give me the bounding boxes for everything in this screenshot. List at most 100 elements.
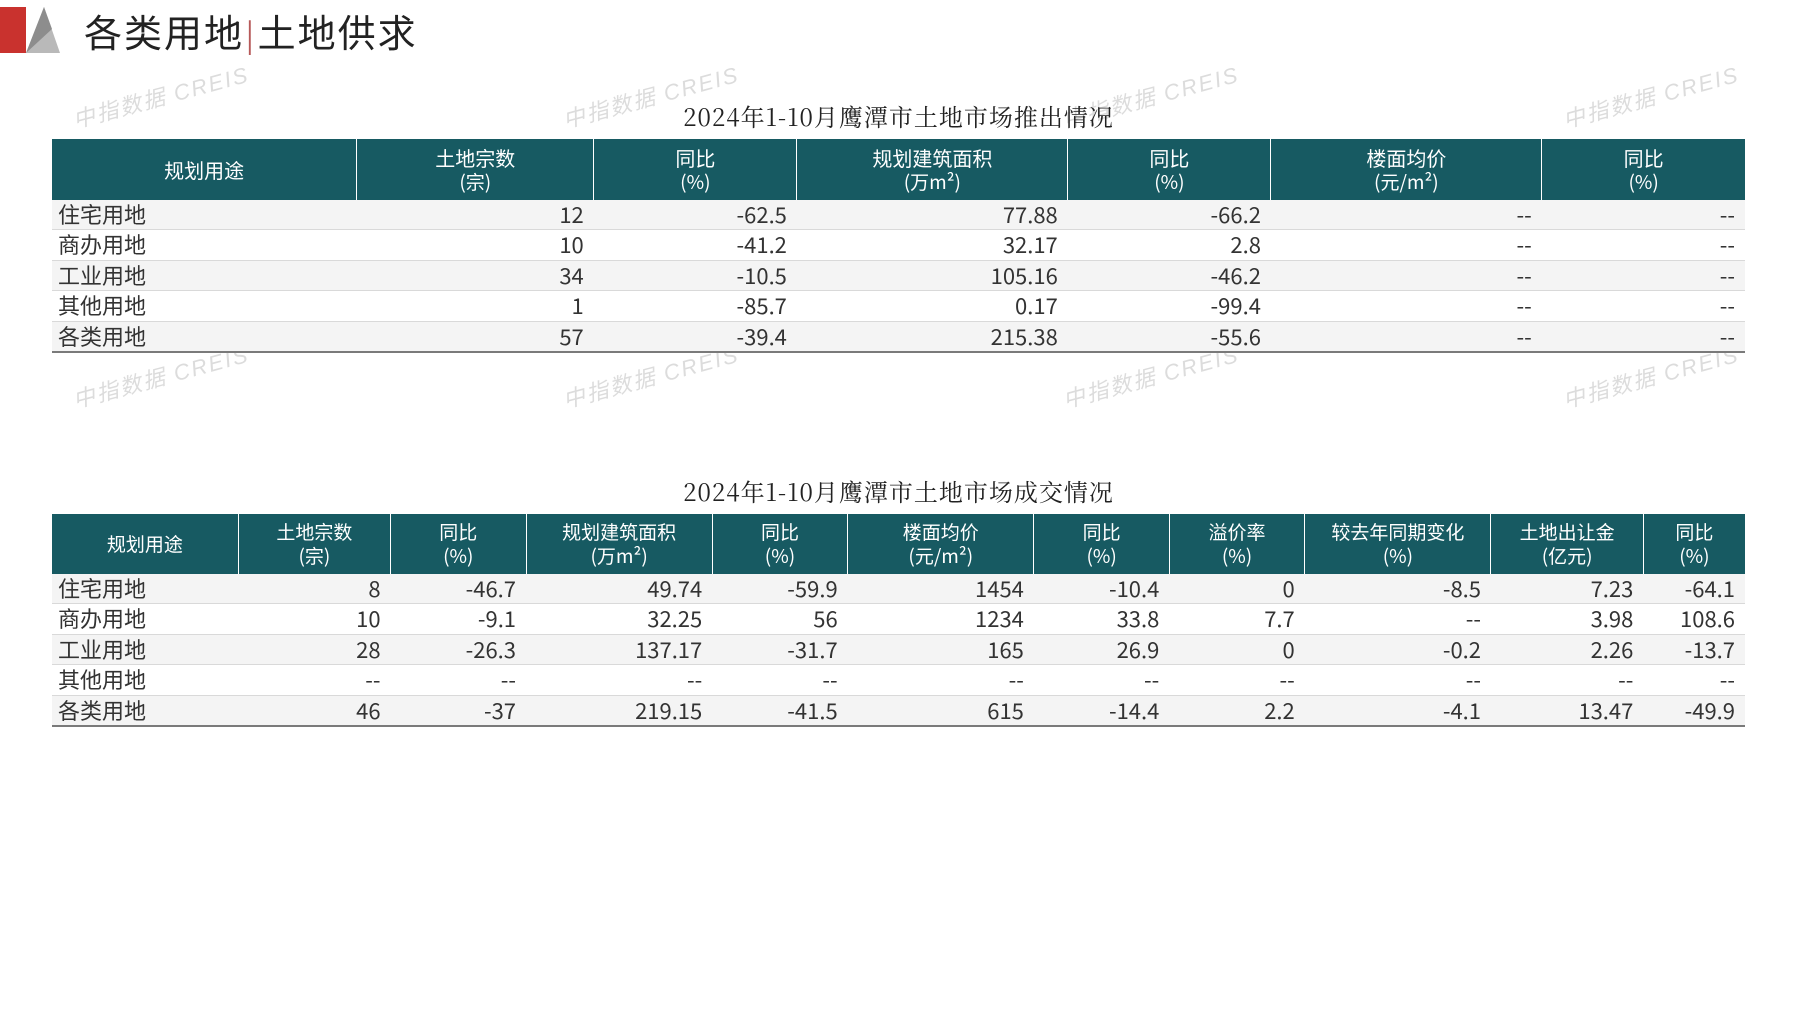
page-title: 各类用地|土地供求	[84, 3, 418, 58]
cell-value: -39.4	[594, 321, 797, 352]
column-header: 同比(%)	[1034, 514, 1169, 574]
cell-value: -64.1	[1643, 574, 1745, 604]
column-header: 同比(%)	[1068, 139, 1271, 200]
cell-value: --	[1542, 200, 1745, 230]
cell-value: -62.5	[594, 200, 797, 230]
title-separator: |	[244, 14, 258, 56]
row-label: 商办用地	[52, 230, 357, 261]
column-header: 楼面均价(元/m²)	[1271, 139, 1542, 200]
table-row: 商办用地10-9.132.2556123433.87.7--3.98108.6	[52, 604, 1745, 635]
logo-mark	[0, 7, 60, 53]
cell-value: --	[1271, 291, 1542, 322]
table-row: 商办用地10-41.232.172.8----	[52, 230, 1745, 261]
cell-value: --	[1542, 291, 1745, 322]
cell-value: --	[1491, 665, 1643, 696]
cell-value: -59.9	[712, 574, 847, 604]
row-label: 商办用地	[52, 604, 238, 635]
cell-value: 1454	[848, 574, 1034, 604]
row-label: 住宅用地	[52, 574, 238, 604]
cell-value: 0	[1169, 634, 1304, 665]
cell-value: 13.47	[1491, 695, 1643, 726]
row-label: 各类用地	[52, 321, 357, 352]
cell-value: -37	[391, 695, 526, 726]
table-row: 各类用地46-37219.15-41.5615-14.42.2-4.113.47…	[52, 695, 1745, 726]
cell-value: 56	[712, 604, 847, 635]
cell-value: 1	[357, 291, 594, 322]
table1-body: 住宅用地12-62.577.88-66.2----商办用地10-41.232.1…	[52, 200, 1745, 353]
cell-value: 49.74	[526, 574, 712, 604]
cell-value: -14.4	[1034, 695, 1169, 726]
cell-value: 105.16	[797, 260, 1068, 291]
cell-value: -41.5	[712, 695, 847, 726]
cell-value: 2.8	[1068, 230, 1271, 261]
column-header: 溢价率(%)	[1169, 514, 1304, 574]
cell-value: -13.7	[1643, 634, 1745, 665]
cell-value: -9.1	[391, 604, 526, 635]
cell-value: -55.6	[1068, 321, 1271, 352]
table1-section: 2024年1-10月鹰潭市土地市场推出情况 规划用途土地宗数(宗)同比(%)规划…	[52, 98, 1745, 353]
column-header: 同比(%)	[1542, 139, 1745, 200]
cell-value: -46.2	[1068, 260, 1271, 291]
cell-value: 108.6	[1643, 604, 1745, 635]
cell-value: -49.9	[1643, 695, 1745, 726]
cell-value: --	[1034, 665, 1169, 696]
cell-value: 10	[238, 604, 390, 635]
cell-value: 0.17	[797, 291, 1068, 322]
table-row: 各类用地57-39.4215.38-55.6----	[52, 321, 1745, 352]
cell-value: --	[1169, 665, 1304, 696]
table-row: 住宅用地12-62.577.88-66.2----	[52, 200, 1745, 230]
column-header: 土地宗数(宗)	[238, 514, 390, 574]
cell-value: 3.98	[1491, 604, 1643, 635]
cell-value: -0.2	[1305, 634, 1491, 665]
cell-value: --	[712, 665, 847, 696]
cell-value: 57	[357, 321, 594, 352]
cell-value: 8	[238, 574, 390, 604]
cell-value: --	[238, 665, 390, 696]
cell-value: -8.5	[1305, 574, 1491, 604]
cell-value: 219.15	[526, 695, 712, 726]
column-header: 规划建筑面积(万m²)	[797, 139, 1068, 200]
cell-value: 137.17	[526, 634, 712, 665]
cell-value: --	[1271, 200, 1542, 230]
cell-value: 33.8	[1034, 604, 1169, 635]
column-header: 同比(%)	[594, 139, 797, 200]
row-label: 其他用地	[52, 291, 357, 322]
table-row: 工业用地34-10.5105.16-46.2----	[52, 260, 1745, 291]
cell-value: --	[1271, 321, 1542, 352]
table-row: 工业用地28-26.3137.17-31.716526.90-0.22.26-1…	[52, 634, 1745, 665]
table-row: 其他用地--------------------	[52, 665, 1745, 696]
cell-value: -85.7	[594, 291, 797, 322]
cell-value: 7.7	[1169, 604, 1304, 635]
row-label: 各类用地	[52, 695, 238, 726]
cell-value: -4.1	[1305, 695, 1491, 726]
cell-value: --	[1542, 321, 1745, 352]
table2: 规划用途土地宗数(宗)同比(%)规划建筑面积(万m²)同比(%)楼面均价(元/m…	[52, 514, 1745, 727]
cell-value: 32.17	[797, 230, 1068, 261]
cell-value: --	[1542, 260, 1745, 291]
title-left: 各类用地	[84, 14, 244, 56]
cell-value: --	[848, 665, 1034, 696]
cell-value: -10.5	[594, 260, 797, 291]
cell-value: --	[1271, 230, 1542, 261]
column-header: 较去年同期变化(%)	[1305, 514, 1491, 574]
column-header: 规划用途	[52, 139, 357, 200]
cell-value: 1234	[848, 604, 1034, 635]
table2-body: 住宅用地8-46.749.74-59.91454-10.40-8.57.23-6…	[52, 574, 1745, 727]
table2-head: 规划用途土地宗数(宗)同比(%)规划建筑面积(万m²)同比(%)楼面均价(元/m…	[52, 514, 1745, 574]
table1: 规划用途土地宗数(宗)同比(%)规划建筑面积(万m²)同比(%)楼面均价(元/m…	[52, 139, 1745, 353]
column-header: 规划建筑面积(万m²)	[526, 514, 712, 574]
page-header: 各类用地|土地供求	[0, 0, 1797, 60]
cell-value: 46	[238, 695, 390, 726]
cell-value: -66.2	[1068, 200, 1271, 230]
cell-value: 2.2	[1169, 695, 1304, 726]
row-label: 工业用地	[52, 260, 357, 291]
column-header: 同比(%)	[712, 514, 847, 574]
cell-value: --	[1305, 665, 1491, 696]
cell-value: --	[391, 665, 526, 696]
column-header: 规划用途	[52, 514, 238, 574]
column-header: 楼面均价(元/m²)	[848, 514, 1034, 574]
cell-value: -10.4	[1034, 574, 1169, 604]
cell-value: 77.88	[797, 200, 1068, 230]
cell-value: 2.26	[1491, 634, 1643, 665]
row-label: 住宅用地	[52, 200, 357, 230]
